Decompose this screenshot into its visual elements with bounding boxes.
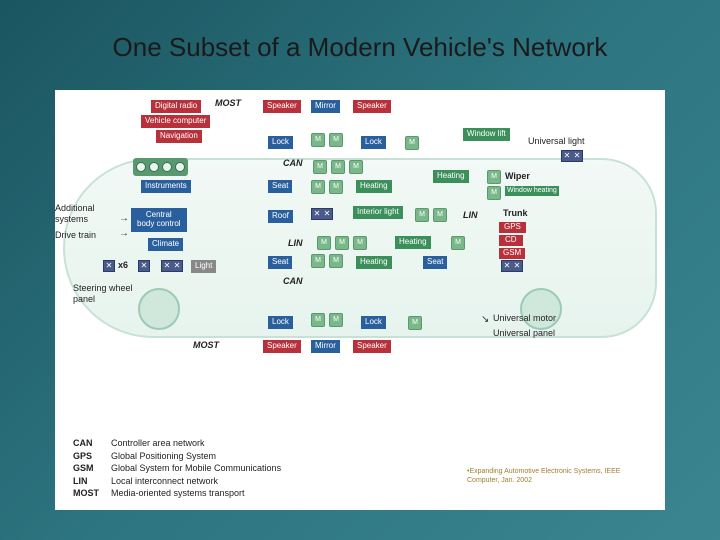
motor-icon: M <box>487 170 501 184</box>
digital-radio-node: Digital radio <box>151 100 201 113</box>
can-label-1: CAN <box>283 158 303 168</box>
speaker-node-2: Speaker <box>353 100 391 113</box>
heating-node-1: Heating <box>356 180 392 193</box>
motor-icon: M <box>313 160 327 174</box>
mirror-node-2: Mirror <box>311 340 340 353</box>
motor-icon: M <box>335 236 349 250</box>
panel-box: ✕ <box>103 260 115 272</box>
speaker-node-4: Speaker <box>353 340 391 353</box>
roof-node: Roof <box>268 210 293 223</box>
motor-icon: M <box>487 186 501 200</box>
cd-node: CD <box>499 235 523 246</box>
can-label-2: CAN <box>283 276 303 286</box>
seat-node-1: Seat <box>268 180 292 193</box>
motor-icon: M <box>311 313 325 327</box>
speaker-node-3: Speaker <box>263 340 301 353</box>
motor-icon: M <box>433 208 447 222</box>
wiper-label: Wiper <box>505 171 530 181</box>
trunk-label: Trunk <box>503 208 528 218</box>
arrow-icon: ↘ <box>481 314 489 325</box>
panel-box: ✕✕ <box>161 260 183 272</box>
lock-node-4: Lock <box>361 316 386 329</box>
motor-icon: M <box>408 316 422 330</box>
legend-row: GPSGlobal Positioning System <box>73 450 281 463</box>
mirror-node-1: Mirror <box>311 100 340 113</box>
motor-icon: M <box>353 236 367 250</box>
motor-icon: M <box>451 236 465 250</box>
motor-icon: M <box>311 133 325 147</box>
drive-train-label: Drive train <box>55 230 96 240</box>
motor-icon: M <box>329 180 343 194</box>
most-label-1: MOST <box>193 340 219 350</box>
most-label-2: MOST <box>215 98 241 108</box>
gsm-node: GSM <box>499 248 525 259</box>
legend-row: MOSTMedia-oriented systems transport <box>73 487 281 500</box>
motor-icon: M <box>349 160 363 174</box>
gps-node: GPS <box>499 222 526 233</box>
motor-icon: M <box>329 254 343 268</box>
lin-label-1: LIN <box>463 210 478 220</box>
vehicle-computer-node: Vehicle computer <box>141 115 210 128</box>
motor-icon: M <box>405 136 419 150</box>
motor-icon: M <box>415 208 429 222</box>
motor-icon: M <box>329 133 343 147</box>
universal-motor-label: Universal motor <box>493 313 556 323</box>
panel-box: ✕✕ <box>501 260 523 272</box>
additional-systems-label: Additional systems <box>55 203 120 225</box>
legend-row: GSMGlobal System for Mobile Communicatio… <box>73 462 281 475</box>
x6-label: x6 <box>118 260 128 270</box>
lock-node-1: Lock <box>268 136 293 149</box>
legend-row: CANController area network <box>73 437 281 450</box>
motor-icon: M <box>311 254 325 268</box>
lock-node-2: Lock <box>361 136 386 149</box>
arrow-icon: → <box>119 213 129 224</box>
lin-label-2: LIN <box>288 238 303 248</box>
arrow-icon: → <box>119 228 129 239</box>
vehicle-network-diagram: Digital radio Vehicle computer Navigatio… <box>63 98 657 348</box>
speaker-node-1: Speaker <box>263 100 301 113</box>
motor-icon: M <box>317 236 331 250</box>
seat-node-3: Seat <box>423 256 447 269</box>
light-node: Light <box>191 260 216 273</box>
lock-node-3: Lock <box>268 316 293 329</box>
heating-node-4: Heating <box>356 256 392 269</box>
heating-node-3: Heating <box>395 236 431 249</box>
interior-light-node: Interior light <box>353 206 403 219</box>
slide: One Subset of a Modern Vehicle's Network… <box>0 0 720 540</box>
citation-text: •Expanding Automotive Electronic Systems… <box>467 467 647 485</box>
motor-icon: M <box>331 160 345 174</box>
central-body-node: Central body control <box>131 208 187 232</box>
panel-box: ✕✕ <box>311 208 333 220</box>
climate-node: Climate <box>148 238 183 251</box>
universal-panel-label: Universal panel <box>493 328 555 338</box>
heating-node-2: Heating <box>433 170 469 183</box>
navigation-node: Navigation <box>156 130 202 143</box>
window-lift-node: Window lift <box>463 128 510 141</box>
panel-box: ✕ <box>138 260 150 272</box>
legend-row: LINLocal interconnect network <box>73 475 281 488</box>
window-heating-node: Window heating <box>505 186 559 196</box>
wheel-rear <box>520 288 562 330</box>
instruments-node: Instruments <box>141 180 191 193</box>
universal-light-label: Universal light <box>528 136 585 146</box>
page-title: One Subset of a Modern Vehicle's Network <box>0 32 720 63</box>
seat-node-2: Seat <box>268 256 292 269</box>
diagram-panel: Digital radio Vehicle computer Navigatio… <box>55 90 665 510</box>
steering-wheel-label: Steering wheel panel <box>73 283 148 305</box>
motor-icon: M <box>329 313 343 327</box>
gauge-cluster-icon <box>133 158 188 176</box>
legend: CANController area network GPSGlobal Pos… <box>73 437 281 500</box>
motor-icon: M <box>311 180 325 194</box>
panel-box: ✕✕ <box>561 150 583 162</box>
